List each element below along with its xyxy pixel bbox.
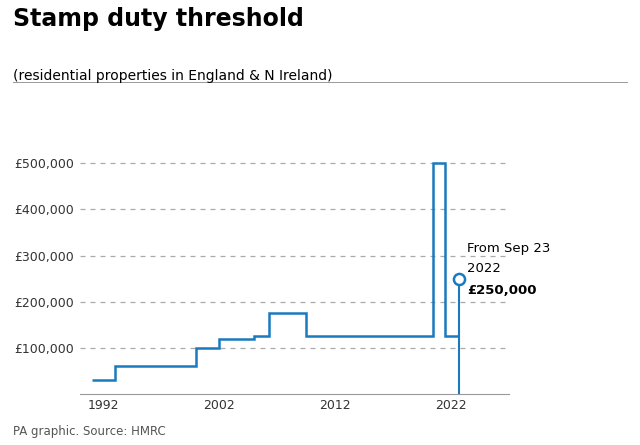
Text: PA graphic. Source: HMRC: PA graphic. Source: HMRC <box>13 425 166 438</box>
Text: From Sep 23: From Sep 23 <box>467 242 550 255</box>
Text: 2022: 2022 <box>467 262 501 275</box>
Text: Stamp duty threshold: Stamp duty threshold <box>13 7 303 31</box>
Text: (residential properties in England & N Ireland): (residential properties in England & N I… <box>13 69 332 83</box>
Text: £250,000: £250,000 <box>467 284 536 297</box>
